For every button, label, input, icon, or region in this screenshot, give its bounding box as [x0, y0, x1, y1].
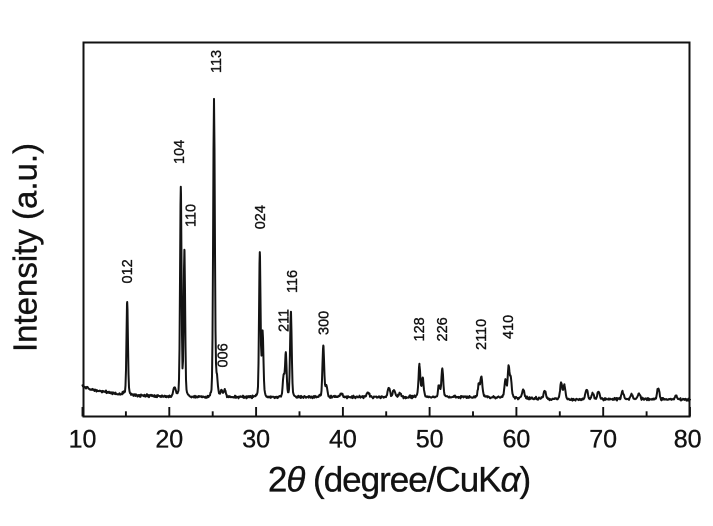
svg-text:2110: 2110 — [474, 319, 490, 350]
svg-text:30: 30 — [242, 426, 270, 454]
svg-text:50: 50 — [416, 426, 444, 454]
svg-text:024: 024 — [253, 205, 269, 229]
svg-text:012: 012 — [120, 259, 136, 283]
svg-text:128: 128 — [412, 317, 428, 341]
svg-text:20: 20 — [155, 426, 183, 454]
svg-text:60: 60 — [502, 426, 530, 454]
svg-text:Intensity (a.u.): Intensity (a.u.) — [7, 143, 44, 352]
svg-text:2θ (degree/CuKα): 2θ (degree/CuKα) — [268, 461, 530, 500]
svg-text:410: 410 — [501, 315, 517, 339]
svg-text:113: 113 — [209, 50, 225, 73]
svg-text:211: 211 — [277, 309, 293, 332]
svg-text:110: 110 — [184, 204, 200, 227]
svg-text:70: 70 — [589, 426, 617, 454]
svg-text:80: 80 — [674, 426, 702, 454]
svg-text:104: 104 — [172, 140, 188, 164]
svg-text:226: 226 — [435, 317, 451, 341]
svg-text:10: 10 — [69, 426, 97, 454]
svg-text:300: 300 — [317, 311, 333, 335]
svg-text:006: 006 — [216, 343, 232, 367]
svg-text:116: 116 — [285, 270, 301, 293]
svg-text:40: 40 — [329, 426, 357, 454]
